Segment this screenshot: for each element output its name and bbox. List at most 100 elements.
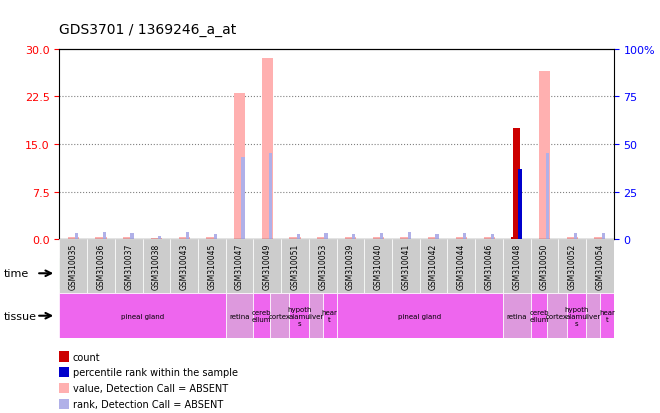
Bar xyxy=(226,240,253,293)
Bar xyxy=(87,240,115,293)
Bar xyxy=(103,232,106,240)
Text: hear
t: hear t xyxy=(321,309,338,323)
Bar xyxy=(600,293,614,339)
Bar xyxy=(456,237,467,240)
Bar xyxy=(503,240,531,293)
Text: GDS3701 / 1369246_a_at: GDS3701 / 1369246_a_at xyxy=(59,23,237,37)
Bar xyxy=(325,233,328,240)
Bar xyxy=(567,237,578,240)
Bar xyxy=(567,293,586,339)
Text: GSM310038: GSM310038 xyxy=(152,243,161,290)
Bar xyxy=(115,240,143,293)
Text: cortex: cortex xyxy=(269,313,291,319)
Text: GSM310043: GSM310043 xyxy=(180,243,189,290)
Text: GSM310044: GSM310044 xyxy=(457,243,466,290)
Bar xyxy=(290,237,300,240)
Text: pineal gland: pineal gland xyxy=(398,313,442,319)
Bar xyxy=(531,293,547,339)
Bar xyxy=(337,258,614,289)
Bar xyxy=(539,72,550,240)
Bar xyxy=(214,235,217,240)
Text: cereb
ellum: cereb ellum xyxy=(529,309,548,323)
Text: mid-day (ZT9): mid-day (ZT9) xyxy=(158,268,238,279)
Text: retina: retina xyxy=(229,313,250,319)
Bar xyxy=(401,237,411,240)
Text: GSM310052: GSM310052 xyxy=(568,243,577,290)
Bar xyxy=(337,240,364,293)
Text: liver: liver xyxy=(308,313,323,319)
Text: pineal gland: pineal gland xyxy=(121,313,164,319)
Bar xyxy=(290,293,309,339)
Bar xyxy=(226,293,253,339)
Text: GSM310048: GSM310048 xyxy=(512,243,521,290)
Bar xyxy=(317,237,328,240)
Bar xyxy=(519,170,522,240)
Bar xyxy=(447,240,475,293)
Text: GSM310054: GSM310054 xyxy=(595,243,605,290)
Text: hypoth
alamu
s: hypoth alamu s xyxy=(564,306,589,326)
Bar xyxy=(269,154,273,240)
Bar xyxy=(392,240,420,293)
Bar xyxy=(123,237,134,240)
Bar xyxy=(602,233,605,240)
Text: rank, Detection Call = ABSENT: rank, Detection Call = ABSENT xyxy=(73,399,223,409)
Text: GSM310041: GSM310041 xyxy=(401,243,411,290)
Bar xyxy=(484,237,494,240)
Bar xyxy=(586,293,600,339)
Text: GSM310050: GSM310050 xyxy=(540,243,549,290)
Bar xyxy=(68,237,79,240)
Text: cortex: cortex xyxy=(546,313,568,319)
Text: GSM310042: GSM310042 xyxy=(429,243,438,290)
Bar xyxy=(436,235,439,240)
Bar xyxy=(242,157,245,240)
Bar xyxy=(281,240,309,293)
Bar xyxy=(309,240,337,293)
Text: GSM310047: GSM310047 xyxy=(235,243,244,290)
Bar xyxy=(131,233,134,240)
Text: hypoth
alamu
s: hypoth alamu s xyxy=(287,306,312,326)
Bar xyxy=(373,237,383,240)
Bar xyxy=(262,59,273,240)
Text: GSM310035: GSM310035 xyxy=(69,243,78,290)
Bar xyxy=(463,233,467,240)
Bar xyxy=(186,232,189,240)
Bar xyxy=(75,233,79,240)
Bar xyxy=(574,233,578,240)
Bar xyxy=(420,240,447,293)
Bar xyxy=(337,293,503,339)
Text: liver: liver xyxy=(585,313,601,319)
Bar xyxy=(408,232,411,240)
Text: GSM310036: GSM310036 xyxy=(96,243,106,290)
Bar xyxy=(179,237,189,240)
Bar xyxy=(547,293,567,339)
Bar xyxy=(558,240,586,293)
Bar xyxy=(352,235,356,240)
Text: hear
t: hear t xyxy=(599,309,615,323)
Text: count: count xyxy=(73,352,100,362)
Text: GSM310045: GSM310045 xyxy=(207,243,216,290)
Text: tissue: tissue xyxy=(3,311,36,321)
Bar xyxy=(475,240,503,293)
Bar xyxy=(345,237,356,240)
Bar xyxy=(380,233,383,240)
Bar xyxy=(207,237,217,240)
Bar xyxy=(234,94,245,240)
Bar xyxy=(170,240,198,293)
Bar xyxy=(531,240,558,293)
Bar xyxy=(503,293,531,339)
Bar xyxy=(96,237,106,240)
Bar xyxy=(143,240,170,293)
Text: GSM310040: GSM310040 xyxy=(374,243,383,290)
Bar xyxy=(270,293,290,339)
Bar xyxy=(595,237,605,240)
Text: value, Detection Call = ABSENT: value, Detection Call = ABSENT xyxy=(73,383,228,393)
Text: GSM310051: GSM310051 xyxy=(290,243,300,290)
Bar xyxy=(364,240,392,293)
Bar xyxy=(428,237,439,240)
Text: GSM310037: GSM310037 xyxy=(124,243,133,290)
Bar xyxy=(323,293,337,339)
Bar xyxy=(198,240,226,293)
Bar xyxy=(59,258,337,289)
Bar xyxy=(59,240,87,293)
Bar xyxy=(491,235,494,240)
